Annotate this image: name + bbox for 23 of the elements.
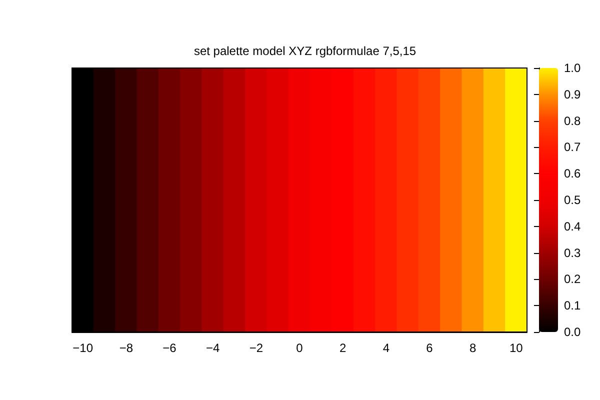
x-tick-label: −10 xyxy=(72,341,94,355)
x-tick-label: 4 xyxy=(382,341,390,355)
x-tick-label: −8 xyxy=(119,341,134,355)
x-tick-label: −6 xyxy=(162,341,177,355)
x-tick-label: −4 xyxy=(206,341,220,355)
chart-title: set palette model XYZ rgbformulae 7,5,15 xyxy=(194,44,416,58)
color-bar-label: 1.0 xyxy=(564,61,582,75)
color-bar-label: 0.5 xyxy=(564,193,582,207)
color-bar-label: 0.2 xyxy=(564,272,582,286)
color-bar-label: 0.4 xyxy=(564,219,582,234)
color-bar-label: 0.9 xyxy=(564,87,582,102)
color-bar-label: 0.7 xyxy=(564,140,582,154)
color-bar-label: 0.8 xyxy=(564,114,582,128)
x-tick-label: 2 xyxy=(339,341,346,355)
x-tick-label: 0 xyxy=(296,341,304,355)
x-tick-label: −2 xyxy=(249,341,264,355)
color-bar-label: 0.3 xyxy=(564,246,582,260)
color-bar-label: 0.1 xyxy=(564,298,582,313)
color-bar-label: 0.0 xyxy=(564,325,582,339)
x-tick-label: 6 xyxy=(426,341,434,355)
x-tick-label: 10 xyxy=(509,341,524,355)
color-bar-label: 0.6 xyxy=(564,166,582,181)
x-tick-label: 8 xyxy=(469,341,476,355)
